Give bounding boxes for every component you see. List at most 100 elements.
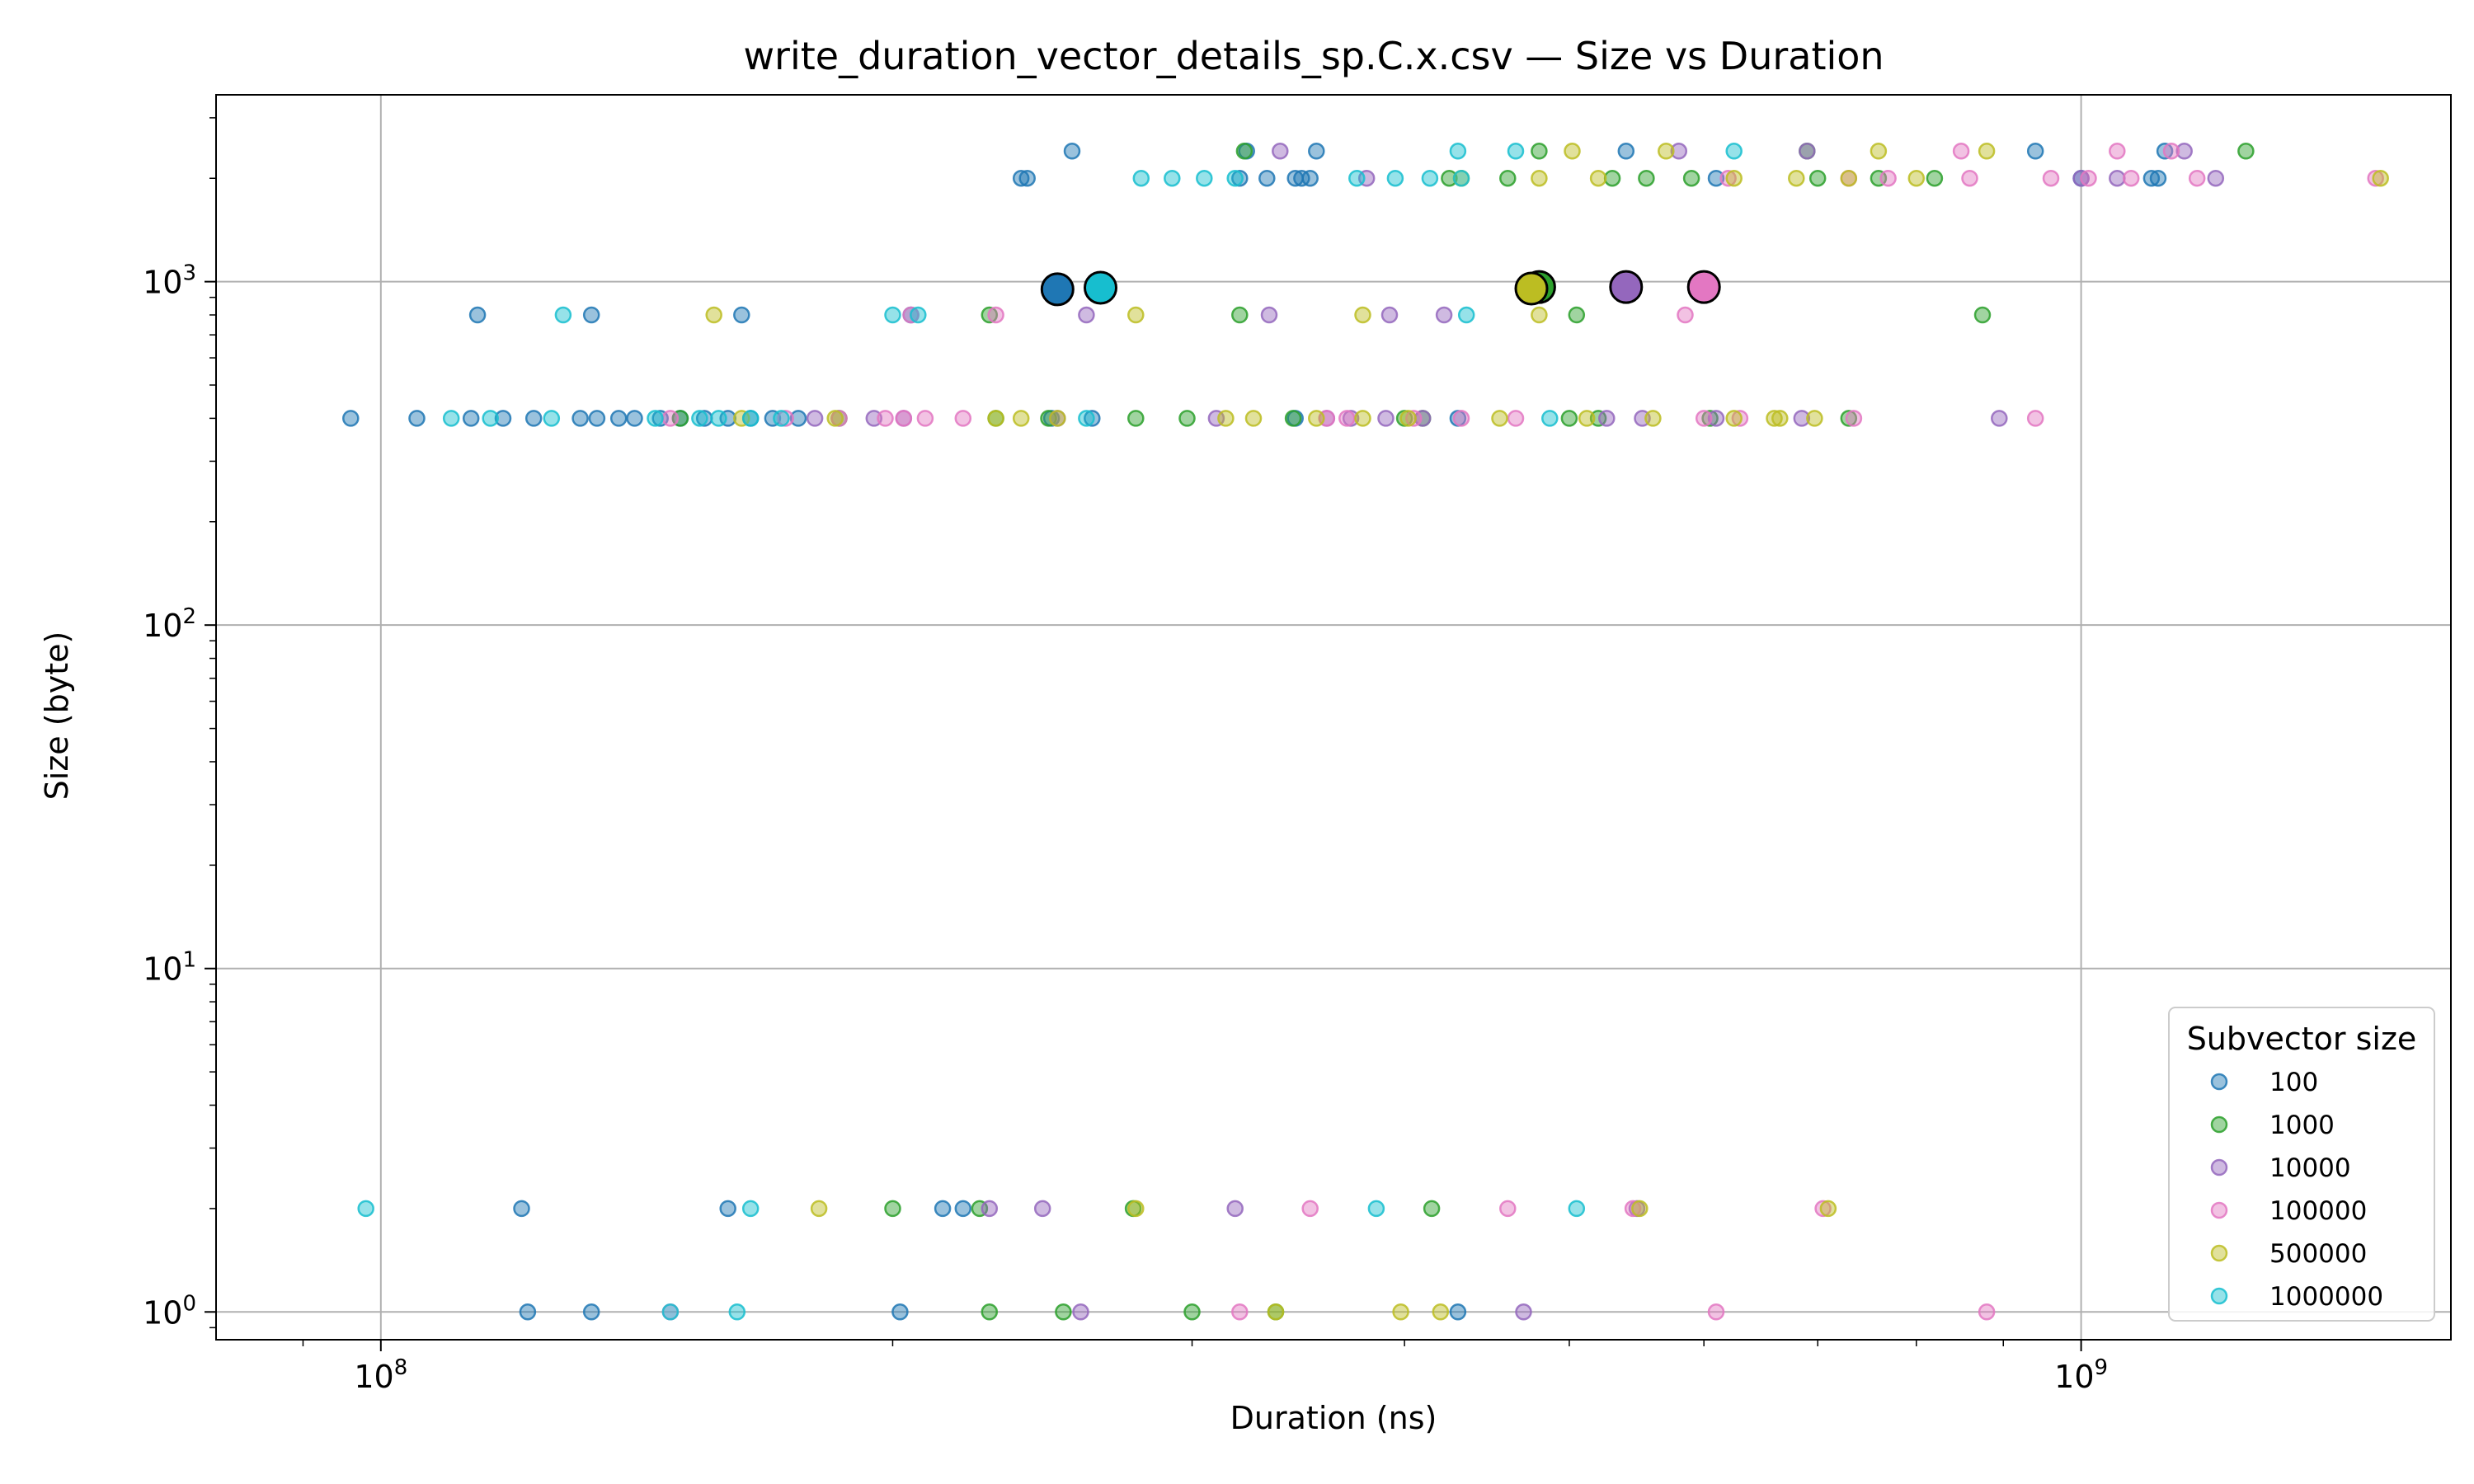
data-point (1049, 410, 1066, 427)
data-point (2162, 143, 2180, 160)
data-point (733, 306, 750, 324)
data-point (1435, 306, 1453, 324)
data-point (1568, 1200, 1586, 1218)
series-100 (342, 143, 2174, 1321)
mean-point-10000 (1609, 270, 1644, 304)
data-point (468, 306, 487, 324)
y-axis-title: Size (byte) (39, 632, 75, 801)
data-point (582, 1303, 600, 1321)
data-point (1695, 410, 1713, 427)
data-point (1507, 410, 1525, 427)
data-point (1449, 143, 1467, 160)
data-point (1658, 143, 1675, 160)
data-point (1354, 410, 1371, 427)
data-point (1617, 143, 1635, 160)
plot-frame (215, 94, 2452, 1341)
data-point (1719, 169, 1737, 187)
data-point (954, 1200, 972, 1218)
data-point (1845, 410, 1863, 427)
data-point (1531, 306, 1548, 324)
data-point (1012, 169, 1030, 187)
data-point (1399, 410, 1417, 427)
data-point (1578, 410, 1596, 427)
data-point (710, 410, 727, 427)
data-point (1258, 169, 1276, 187)
data-point (1952, 143, 1970, 160)
data-point (1183, 1303, 1201, 1321)
data-point (1386, 169, 1404, 187)
data-point (1793, 410, 1811, 427)
data-point (1127, 306, 1145, 324)
data-point (910, 306, 927, 324)
data-point (357, 1200, 374, 1218)
data-point (524, 410, 543, 427)
data-point (1078, 306, 1095, 324)
legend-label: 1000000 (2269, 1282, 2383, 1312)
data-point (1421, 169, 1439, 187)
data-point (1055, 1303, 1072, 1321)
legend-label: 1000 (2269, 1111, 2335, 1140)
data-point (482, 410, 499, 427)
legend-label: 100000 (2269, 1196, 2367, 1226)
data-point (1260, 306, 1278, 324)
data-point (462, 410, 480, 427)
data-point (1308, 143, 1325, 160)
data-point (1707, 169, 1725, 187)
data-point (1226, 169, 1244, 187)
data-point (2026, 143, 2044, 160)
data-point (728, 1303, 746, 1321)
data-point (1991, 410, 2008, 427)
data-point (826, 410, 844, 427)
data-point (2175, 143, 2193, 160)
data-point (1267, 1303, 1285, 1321)
data-point (1441, 169, 1458, 187)
data-point (895, 410, 913, 427)
data-point (1564, 143, 1581, 160)
data-point (1063, 143, 1081, 160)
data-point (1560, 410, 1578, 427)
data-point (1127, 410, 1145, 427)
data-point (1231, 306, 1249, 324)
data-point (891, 1303, 909, 1321)
data-point (1589, 169, 1607, 187)
data-point (789, 410, 807, 427)
data-point (2207, 169, 2225, 187)
data-point (1766, 410, 1783, 427)
data-point (1725, 169, 1743, 187)
data-point (582, 306, 600, 324)
data-point (884, 1200, 901, 1218)
data-point (1515, 1303, 1532, 1321)
x-tick-label: 109 (2054, 1355, 2108, 1395)
data-point (1127, 1200, 1145, 1218)
data-point (1377, 410, 1395, 427)
data-point (1380, 306, 1399, 324)
data-point (1367, 1200, 1385, 1218)
series-1000000 (357, 143, 1743, 1321)
data-point (1806, 410, 1823, 427)
data-point (1164, 169, 1181, 187)
data-point (719, 1200, 736, 1218)
data-point (1338, 410, 1356, 427)
legend-marker (2210, 1073, 2228, 1091)
data-points (342, 143, 2389, 1321)
mean-point-100 (1040, 272, 1075, 307)
data-point (1682, 169, 1700, 187)
data-point (987, 410, 1004, 427)
legend-items: 100 1000 10000 100000 500000 1000000 (2210, 1068, 2383, 1312)
data-point (1449, 1303, 1467, 1321)
data-point (1072, 1303, 1089, 1321)
data-point (877, 410, 894, 427)
data-point (1961, 169, 1978, 187)
data-point (1293, 169, 1310, 187)
data-point (773, 410, 790, 427)
data-point (1084, 410, 1101, 427)
data-point (2122, 169, 2140, 187)
data-point (1244, 410, 1263, 427)
data-point (1840, 169, 1858, 187)
data-point (1631, 1200, 1649, 1218)
y-tick-label: 102 (143, 604, 196, 644)
y-tick-label: 101 (143, 948, 196, 988)
data-point (661, 410, 680, 427)
